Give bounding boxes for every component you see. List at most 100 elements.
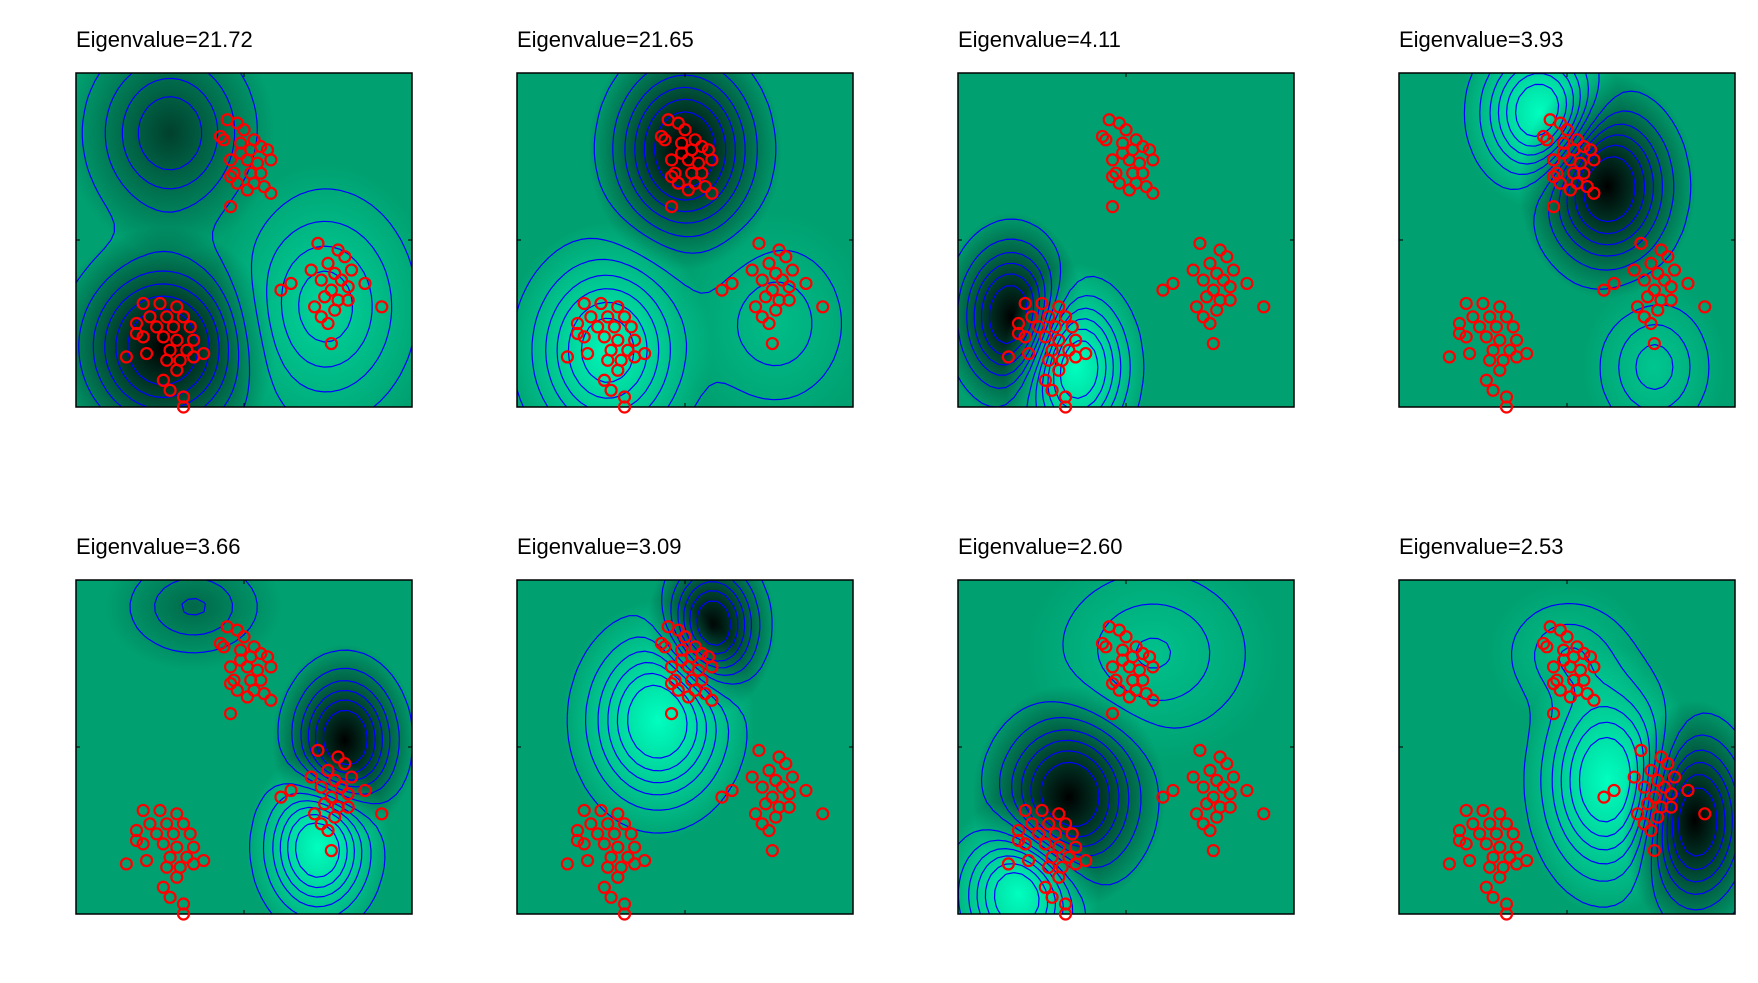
- data-point-7-38: [1196, 817, 1210, 831]
- data-point-6-45: [816, 807, 830, 821]
- data-point-3-29: [1203, 256, 1217, 270]
- data-point-2-28: [779, 250, 793, 264]
- contour-level-1-4: [78, 73, 240, 407]
- data-point-6-51: [611, 807, 625, 821]
- field-extremum-1-3: [211, 162, 412, 407]
- data-point-2-51: [611, 300, 625, 314]
- data-point-6-19: [654, 636, 669, 651]
- data-point-6-48: [765, 843, 779, 858]
- data-point-7-71: [1045, 890, 1059, 904]
- data-point-6-23: [688, 683, 702, 697]
- data-point-1-23: [247, 176, 261, 190]
- data-point-5-32: [334, 780, 349, 794]
- data-point-6-76: [570, 833, 585, 848]
- data-point-4-39: [1644, 316, 1658, 331]
- data-point-3-4: [1119, 123, 1133, 137]
- data-point-1-29: [321, 256, 335, 270]
- data-point-5-14: [254, 673, 268, 687]
- data-point-5-35: [318, 797, 332, 811]
- contour-level-4-8: [1566, 134, 1654, 246]
- data-point-8-35: [1641, 797, 1655, 811]
- data-point-5-50: [153, 803, 167, 818]
- data-point-5-59: [136, 837, 150, 851]
- data-point-1-74: [197, 346, 211, 361]
- data-point-4-20: [1557, 136, 1571, 150]
- data-points-5: [119, 620, 389, 921]
- data-point-2-35: [759, 290, 773, 304]
- data-point-2-3: [658, 133, 672, 147]
- contour-level-8-10: [1671, 774, 1726, 871]
- data-point-5-42: [304, 770, 318, 784]
- data-point-2-65: [580, 346, 595, 361]
- data-point-4-26: [1634, 236, 1648, 250]
- data-point-7-50: [1035, 803, 1049, 818]
- data-point-1-54: [176, 310, 191, 324]
- data-point-3-40: [1223, 293, 1237, 307]
- data-point-2-41: [769, 303, 783, 317]
- data-point-6-4: [678, 630, 692, 644]
- data-point-5-47: [344, 770, 359, 784]
- data-point-3-24: [1105, 200, 1120, 214]
- contour-level-2-4: [612, 73, 758, 238]
- data-point-1-75: [176, 400, 191, 414]
- data-point-2-54: [617, 310, 632, 324]
- data-points-2: [560, 113, 830, 414]
- contour-level-1-10: [115, 295, 210, 399]
- data-point-1-64: [180, 343, 194, 357]
- contour-level-3-11: [1059, 340, 1099, 399]
- data-point-3-37: [1189, 300, 1204, 314]
- data-point-1-53: [160, 310, 174, 324]
- data-point-7-23: [1129, 683, 1143, 697]
- data-points-7: [1001, 620, 1271, 921]
- data-point-6-25: [705, 693, 719, 707]
- data-point-7-33: [1223, 787, 1237, 801]
- data-point-6-2: [671, 623, 685, 637]
- data-point-4-15: [1546, 169, 1561, 184]
- data-point-1-27: [331, 243, 345, 257]
- contour-level-4-12: [1583, 156, 1636, 223]
- data-point-7-35: [1200, 797, 1214, 811]
- contour-level-6-12: [696, 600, 731, 646]
- contour-level-2-1: [517, 237, 842, 407]
- data-point-1-44: [274, 283, 288, 297]
- data-point-7-16: [1112, 683, 1126, 697]
- data-point-6-49: [577, 803, 591, 818]
- data-point-6-26: [752, 743, 766, 757]
- data-point-5-73: [170, 870, 184, 884]
- data-point-2-62: [627, 333, 642, 347]
- data-point-4-70: [1479, 373, 1493, 387]
- data-point-5-23: [247, 683, 261, 697]
- data-point-1-37: [307, 300, 322, 314]
- data-point-3-60: [1038, 330, 1052, 344]
- data-point-8-59: [1459, 837, 1473, 851]
- data-point-1-49: [136, 296, 150, 311]
- data-point-2-70: [597, 373, 611, 387]
- data-point-2-33: [782, 280, 796, 294]
- data-point-7-34: [1206, 790, 1220, 804]
- data-point-7-66: [1001, 857, 1016, 871]
- data-point-1-41: [328, 303, 342, 317]
- data-point-1-15: [223, 169, 238, 184]
- data-point-7-4: [1119, 630, 1133, 644]
- data-point-4-52: [1466, 310, 1480, 324]
- data-point-2-67: [601, 353, 615, 367]
- data-point-4-45: [1698, 300, 1712, 314]
- data-point-4-37: [1630, 300, 1645, 314]
- data-point-7-60: [1038, 837, 1052, 851]
- contour-level-3-10: [980, 273, 1035, 356]
- data-point-8-47: [1667, 770, 1682, 784]
- panel-title-8: Eigenvalue=2.53: [1399, 534, 1564, 559]
- contour-level-8-11: [1578, 736, 1631, 823]
- data-point-2-2: [671, 116, 685, 130]
- data-point-4-61: [1493, 333, 1507, 347]
- data-point-5-19: [213, 636, 228, 651]
- data-point-4-76: [1452, 326, 1467, 341]
- data-point-3-15: [1105, 169, 1120, 184]
- data-point-4-22: [1546, 153, 1561, 167]
- data-point-3-73: [1052, 363, 1066, 377]
- data-point-7-25: [1146, 693, 1160, 707]
- data-point-5-40: [341, 800, 355, 814]
- data-point-5-34: [324, 790, 338, 804]
- data-point-7-44: [1156, 790, 1170, 804]
- data-point-7-21: [1126, 650, 1140, 664]
